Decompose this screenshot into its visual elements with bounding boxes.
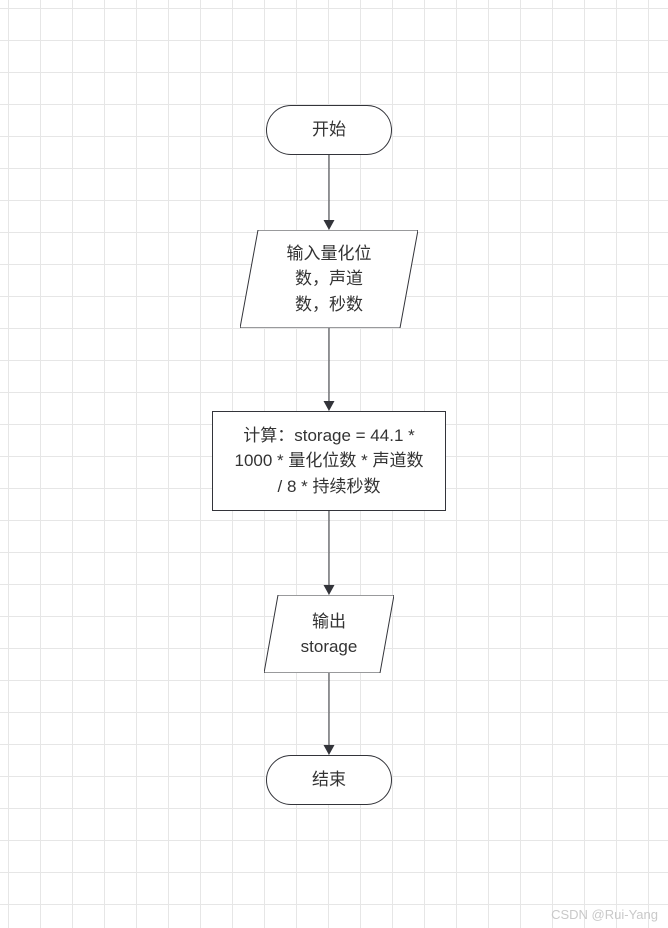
node-input: 输入量化位 数，声道 数，秒数 (240, 230, 418, 328)
node-output-label: 输出 storage (264, 595, 394, 673)
node-end: 结束 (266, 755, 392, 805)
edge-input-calc (319, 328, 339, 411)
edge-start-input (319, 155, 339, 230)
edge-calc-output (319, 511, 339, 595)
node-calc: 计算：storage = 44.1 * 1000 * 量化位数 * 声道数 / … (212, 411, 446, 511)
node-start: 开始 (266, 105, 392, 155)
edge-output-end (319, 673, 339, 755)
node-input-label: 输入量化位 数，声道 数，秒数 (240, 230, 418, 328)
flowchart-canvas: 开始输入量化位 数，声道 数，秒数计算：storage = 44.1 * 100… (0, 0, 668, 928)
watermark: CSDN @Rui-Yang (551, 907, 658, 922)
node-output: 输出 storage (264, 595, 394, 673)
